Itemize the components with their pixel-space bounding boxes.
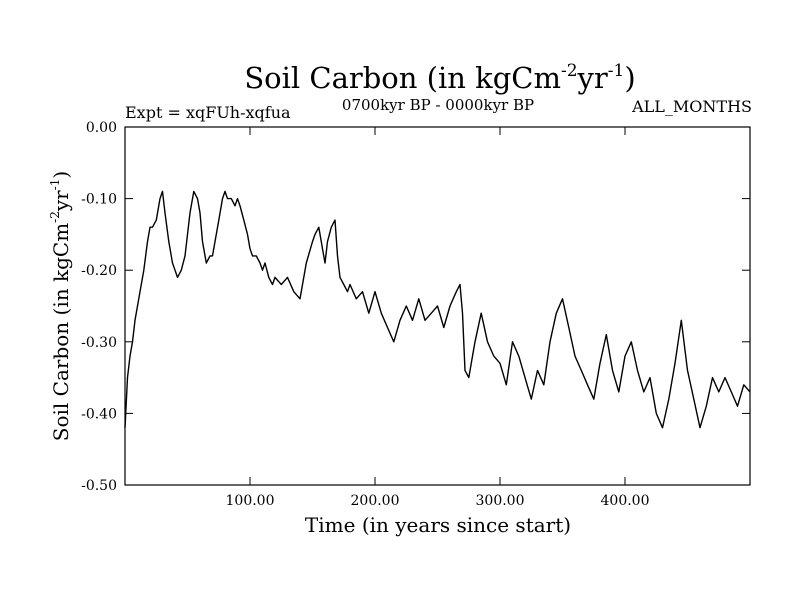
plot-frame	[124, 126, 751, 486]
expt-label: Expt = xqFUh-xqfua	[125, 103, 291, 122]
x-tick-label: 100.00	[226, 493, 275, 509]
chart-title: Soil Carbon (in kgCm-2yr-1)	[244, 61, 635, 95]
x-tick-label: 400.00	[601, 493, 650, 509]
x-tick-label: 300.00	[476, 493, 525, 509]
y-tick-label: -0.10	[81, 192, 117, 208]
y-tick-label: -0.20	[81, 263, 117, 279]
x-axis-label: Time (in years since start)	[305, 513, 571, 537]
series-line-soil-carbon	[124, 190, 751, 429]
y-axis-ticks: 0.00 -0.10 -0.20 -0.30 -0.40 -0.50	[81, 120, 750, 494]
x-tick-label: 200.00	[351, 493, 400, 509]
y-tick-label: -0.30	[81, 335, 117, 351]
y-axis-label: Soil Carbon (in kgCm-2yr-1)	[48, 171, 73, 441]
period-label: 0700kyr BP - 0000kyr BP	[342, 96, 534, 114]
y-tick-label: -0.50	[81, 478, 117, 494]
months-label: ALL_MONTHS	[631, 97, 752, 116]
x-axis-ticks: 100.00 200.00 300.00 400.00	[226, 127, 650, 509]
y-tick-label: -0.40	[81, 406, 117, 422]
y-tick-label: 0.00	[86, 120, 117, 136]
